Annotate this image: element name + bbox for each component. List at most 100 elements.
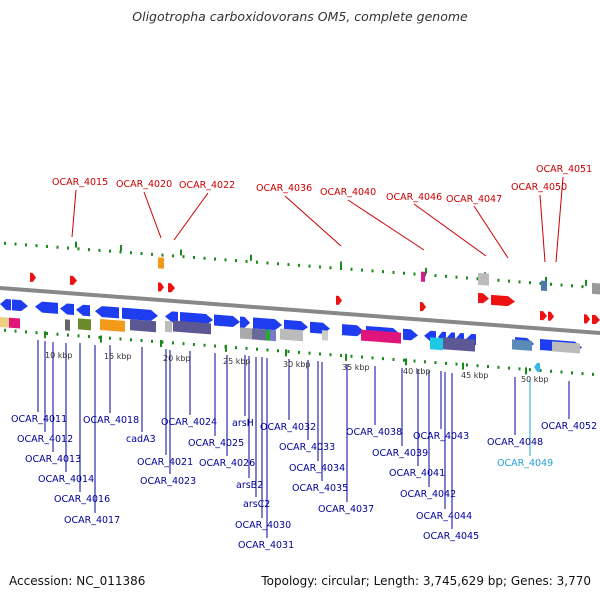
lower-tick-dot — [256, 347, 258, 351]
feature-box — [592, 282, 600, 295]
upper-tick-dot — [308, 264, 311, 268]
lower-tick-dot — [550, 369, 552, 373]
reverse-gene-arrow — [420, 302, 426, 312]
lower-tick-dot — [56, 332, 59, 336]
feature-box — [361, 329, 401, 344]
bottom-gene-label: OCAR_4037 — [318, 504, 374, 515]
bottom-gene-label: OCAR_4013 — [25, 454, 81, 465]
upper-major-tick — [75, 241, 77, 248]
lower-tick-dot — [298, 350, 300, 354]
forward-gene-arrow — [122, 307, 158, 321]
lower-major-tick — [405, 358, 407, 366]
forward-gene-arrow — [165, 311, 178, 323]
bottom-gene-label: OCAR_4035 — [292, 483, 348, 494]
top-gene-labels: OCAR_4015 OCAR_4020 OCAR_4022 OCAR_4036 OCAR… — [52, 164, 592, 205]
upper-tick-dot — [235, 259, 237, 263]
lower-tick-dot — [4, 328, 6, 332]
upper-major-tick — [425, 267, 427, 274]
lower-tick-dot — [308, 351, 311, 355]
bottom-gene-label: OCAR_4018 — [83, 415, 139, 426]
upper-tick-dot — [119, 250, 122, 254]
feature-box — [266, 329, 270, 341]
upper-major-tick — [120, 245, 122, 251]
lower-tick-dot — [455, 362, 458, 366]
upper-tick-dot — [350, 267, 353, 271]
upper-tick-dot — [193, 255, 195, 259]
reverse-gene-arrow — [336, 295, 342, 305]
feature-box — [100, 319, 125, 332]
top-gene-label: OCAR_4020 — [116, 179, 172, 190]
lower-tick-dot — [25, 330, 27, 334]
lower-tick-dot — [98, 335, 101, 339]
upper-tick-dot — [466, 276, 468, 280]
scale-label: 40 kbp — [403, 367, 431, 376]
leader-line — [555, 176, 564, 263]
bottom-gene-label: OCAR_4017 — [64, 515, 120, 526]
upper-tick-dot — [266, 261, 269, 265]
bottom-gene-label: OCAR_4031 — [238, 540, 294, 551]
bottom-gene-label: OCAR_4043 — [413, 431, 469, 442]
lower-tick-dot — [319, 352, 321, 356]
lower-tick-dot — [560, 370, 563, 374]
lower-tick-dot — [14, 329, 17, 333]
gene-track — [0, 257, 600, 372]
lower-tick-dot — [182, 342, 185, 346]
feature-box — [165, 320, 172, 333]
scale-label: 45 kbp — [461, 371, 489, 380]
lower-tick-dot — [151, 339, 153, 343]
lower-tick-dot — [392, 357, 395, 361]
top-gene-label: OCAR_4015 — [52, 177, 108, 188]
lower-major-tick — [44, 331, 46, 339]
lower-tick-dot — [445, 361, 447, 365]
upper-tick-dot — [392, 270, 395, 274]
feature-box — [512, 339, 532, 351]
upper-tick-dot — [88, 248, 90, 252]
lower-tick-dot — [140, 339, 143, 343]
reverse-gene-arrow — [548, 311, 554, 321]
lower-tick-dot — [119, 337, 122, 341]
upper-tick-dot — [182, 255, 185, 259]
feature-box — [280, 328, 303, 342]
bottom-gene-label: arsH — [232, 418, 254, 429]
upper-tick-dot — [581, 285, 584, 289]
reverse-gene-arrow — [158, 282, 164, 292]
leader-line — [284, 195, 342, 247]
upper-tick-dot — [340, 267, 342, 270]
bottom-gene-label: OCAR_4025 — [188, 438, 244, 449]
bottom-gene-label: OCAR_4052 — [541, 421, 597, 432]
lower-tick-dot — [508, 366, 510, 370]
upper-major-tick — [180, 249, 182, 256]
upper-tick-dot — [214, 257, 216, 261]
lower-major-tick — [160, 340, 162, 347]
lower-tick-dot — [67, 333, 69, 337]
lower-tick-dot — [487, 365, 489, 369]
lower-tick-dot — [203, 343, 206, 347]
upper-tick-dot — [46, 244, 48, 248]
lower-tick-dot — [35, 331, 38, 335]
reverse-gene-arrow — [478, 292, 489, 304]
label-leaders — [37, 176, 570, 538]
lower-tick-dot — [287, 350, 290, 354]
upper-tick-dot — [539, 281, 542, 285]
upper-tick-dot — [560, 283, 563, 287]
bottom-gene-label: cadA3 — [126, 434, 156, 445]
upper-tick-dot — [329, 266, 332, 270]
upper-tick-dot — [256, 260, 258, 264]
map-title: Oligotropha carboxidovorans OM5, complet… — [132, 9, 468, 24]
forward-gene-arrow — [95, 306, 119, 319]
upper-tick-dot — [403, 271, 405, 275]
top-gene-label: OCAR_4050 — [511, 182, 567, 193]
lower-tick-dot — [424, 360, 426, 364]
lower-tick-dot — [88, 335, 90, 339]
lower-tick-dot — [403, 358, 405, 362]
lower-tick-dot — [476, 364, 479, 368]
lower-tick-dot — [466, 363, 468, 367]
bottom-gene-label: OCAR_4044 — [416, 511, 472, 522]
bottom-gene-label: OCAR_4049 — [497, 458, 553, 469]
upper-tick-dot — [35, 244, 38, 248]
feature-box — [430, 337, 443, 351]
feature-box — [252, 328, 266, 341]
feature-box — [173, 320, 211, 335]
bottom-gene-label: OCAR_4041 — [389, 468, 445, 479]
